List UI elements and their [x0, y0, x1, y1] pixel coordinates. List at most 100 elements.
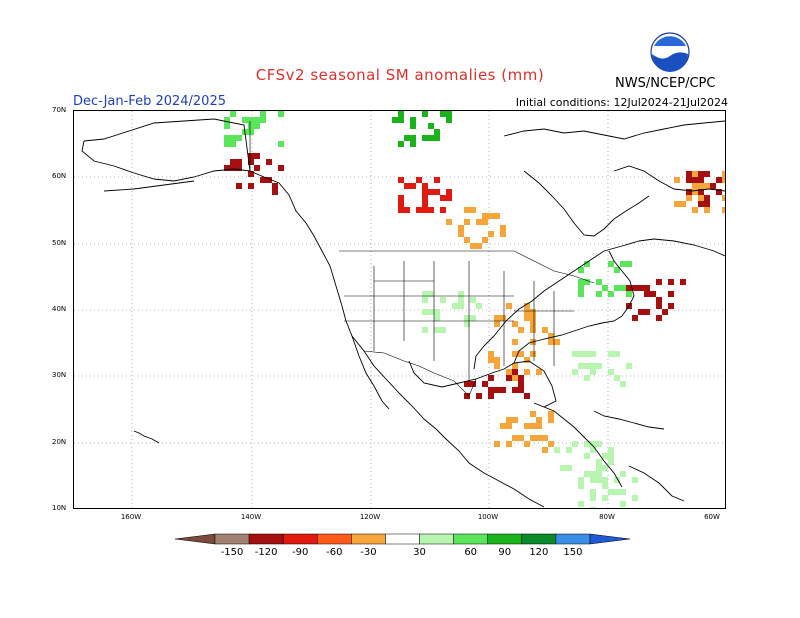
- anomaly-cell-northeast-dry: [638, 309, 644, 315]
- anomaly-cell-southeast-wet: [590, 363, 596, 369]
- anomaly-cell-southeast-wet: [620, 381, 626, 387]
- anomaly-cell-canada-west-dry: [398, 195, 404, 201]
- anomaly-cell-chihuahua-dry: [464, 381, 470, 387]
- legend-label: 120: [529, 547, 548, 558]
- anomaly-cell-southwest-wet: [464, 321, 470, 327]
- anomaly-cell-yucatan-wet: [560, 465, 566, 471]
- lat-label-40n: 40N: [52, 305, 67, 313]
- legend-label: -90: [292, 547, 308, 558]
- anomaly-cell-bc-dry: [458, 225, 464, 231]
- anomaly-cell-great-lakes-wet: [620, 285, 626, 291]
- anomaly-cell-great-lakes-wet: [620, 261, 626, 267]
- anomaly-cell-mexico-central-dry: [506, 441, 512, 447]
- anomaly-cell-central-america-wet: [590, 507, 596, 508]
- anomaly-cell-great-plains-dry: [548, 339, 554, 345]
- lon-label-100w: 100W: [477, 513, 499, 521]
- anomaly-cell-great-lakes-wet: [578, 285, 584, 291]
- anomaly-cell-yucatan-wet: [602, 453, 608, 459]
- anomaly-cell-canada-north-wet: [410, 135, 416, 141]
- anomaly-cell-chihuahua-dry: [500, 387, 506, 393]
- anomaly-cell-canada-west-dry: [440, 207, 446, 213]
- legend-swatch: [282, 533, 318, 545]
- anomaly-cell-southeast-wet: [590, 351, 596, 357]
- legend-label: -60: [326, 547, 342, 558]
- lat-label-50n: 50N: [52, 239, 67, 247]
- color-legend: -150 -120 -90 -60 -30 30 60 90 120 150: [174, 533, 631, 558]
- anomaly-cell-chihuahua-dry: [512, 369, 518, 375]
- lat-label-30n: 30N: [52, 371, 67, 379]
- anomaly-cell-bc-dry: [482, 237, 488, 243]
- anomaly-cell-chihuahua-dry: [488, 393, 494, 399]
- legend-label: -120: [255, 547, 278, 558]
- anomaly-cell-southwest-wet: [458, 297, 464, 303]
- anomaly-cell-great-lakes-wet: [578, 279, 584, 285]
- anomaly-cell-bc-dry: [476, 243, 482, 249]
- anomaly-cell-northeast-dry: [668, 279, 674, 285]
- anomaly-cell-canada-west-dry: [404, 207, 410, 213]
- anomaly-cell-central-america-wet: [590, 495, 596, 501]
- anomaly-cell-canada-west-dry: [416, 177, 422, 183]
- anomaly-cell-alaska-south-dry: [266, 159, 272, 165]
- anomaly-cell-central-america-wet: [602, 477, 608, 483]
- anomaly-cell-southeast-wet: [578, 351, 584, 357]
- anomaly-cell-labrador-dry: [704, 195, 710, 201]
- anomaly-cell-alaska-north-wet: [230, 111, 236, 117]
- anomaly-cell-southeast-wet: [584, 375, 590, 381]
- anomaly-cell-mexico-central-dry: [536, 417, 542, 423]
- anomaly-cell-texas-dry: [536, 369, 542, 375]
- anomaly-cell-bc-dry: [500, 225, 506, 231]
- anomaly-cell-central-america-wet: [578, 501, 584, 507]
- anomaly-cell-quebec-dry: [692, 189, 698, 195]
- anomaly-cell-central-america-wet: [584, 471, 590, 477]
- anomaly-cell-texas-dry: [512, 351, 518, 357]
- anomaly-cell-northeast-dry: [644, 285, 650, 291]
- anomaly-cell-central-america-wet: [590, 471, 596, 477]
- chart-title: CFSv2 seasonal SM anomalies (mm): [255, 66, 545, 84]
- anomaly-cell-canada-west-dry: [422, 207, 428, 213]
- anomaly-cell-texas-dry: [512, 363, 518, 369]
- svg-text:NOAA: NOAA: [660, 46, 681, 53]
- legend-arrow-right: [589, 533, 631, 545]
- anomaly-cell-labrador-dry: [710, 183, 716, 189]
- anomaly-cell-yucatan-wet: [602, 465, 608, 471]
- anomaly-cell-canada-north-wet: [422, 135, 428, 141]
- anomaly-cell-great-lakes-wet: [578, 291, 584, 297]
- anomaly-cell-quebec-dry: [698, 195, 704, 201]
- legend-swatch: [385, 533, 420, 545]
- anomaly-cell-northeast-dry: [656, 297, 662, 303]
- map-panel: [73, 110, 726, 509]
- anomaly-cell-canada-north-wet: [398, 141, 404, 147]
- anomaly-cell-alaska-south-dry: [272, 189, 278, 195]
- anomaly-cell-texas-dry: [494, 363, 500, 369]
- anomaly-cell-alaska-north-wet: [260, 111, 266, 117]
- anomaly-cell-yucatan-wet: [590, 441, 596, 447]
- anomaly-cell-alaska-north-wet: [230, 141, 236, 147]
- anomaly-cell-alaska-south-dry: [248, 159, 254, 165]
- anomaly-cell-alaska-north-wet: [260, 117, 266, 123]
- anomaly-cell-mexico-central-dry: [524, 423, 530, 429]
- anomaly-cell-canada-north-wet: [446, 117, 452, 123]
- anomaly-cell-canada-north-wet: [440, 111, 446, 117]
- legend-swatch: [555, 533, 591, 545]
- anomaly-cell-alaska-north-wet: [254, 117, 260, 123]
- legend-label: 150: [563, 547, 582, 558]
- legend-swatch: [351, 533, 386, 545]
- anomaly-cell-chihuahua-dry: [494, 387, 500, 393]
- anomaly-cell-labrador-dry: [692, 177, 698, 183]
- anomaly-cell-yucatan-wet: [554, 447, 560, 453]
- anomaly-cell-northeast-dry: [656, 279, 662, 285]
- legend-swatch: [248, 533, 284, 545]
- anomaly-cell-southeast-wet: [584, 363, 590, 369]
- anomaly-cell-great-lakes-wet: [608, 291, 614, 297]
- anomaly-cell-quebec-dry: [692, 183, 698, 189]
- anomaly-cell-alaska-south-dry: [248, 153, 254, 159]
- anomaly-cell-central-america-wet: [590, 489, 596, 495]
- anomaly-cell-labrador-dry: [686, 189, 692, 195]
- anomaly-cell-southeast-wet: [626, 363, 632, 369]
- legend-swatch: [521, 533, 557, 545]
- anomaly-cell-northeast-dry: [638, 285, 644, 291]
- anomaly-cell-quebec-dry: [692, 207, 698, 213]
- anomaly-cell-southwest-wet: [422, 297, 428, 303]
- anomaly-cell-labrador-dry: [698, 171, 704, 177]
- anomaly-cell-southwest-wet: [434, 327, 440, 333]
